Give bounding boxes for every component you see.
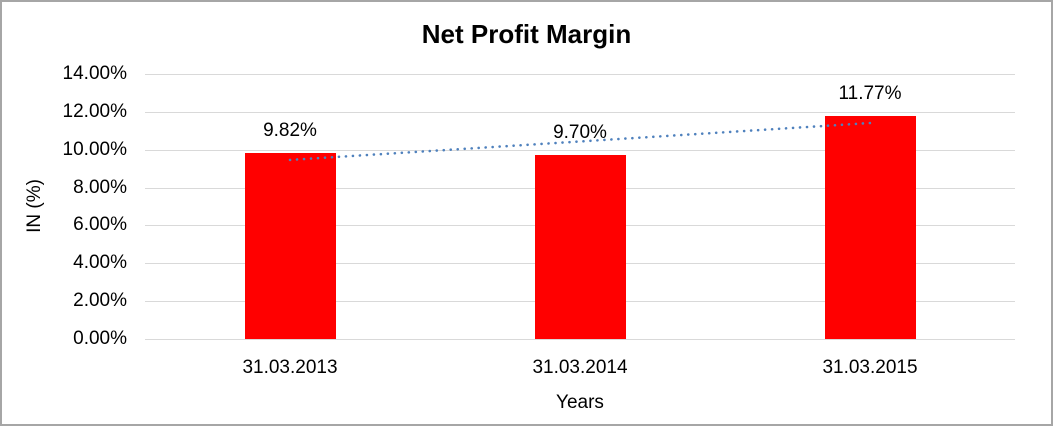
x-tick-label: 31.03.2013 xyxy=(242,357,338,378)
y-tick-label: 14.00% xyxy=(62,63,127,84)
gridline xyxy=(145,112,1015,113)
y-tick-label: 4.00% xyxy=(73,252,127,273)
y-tick-label: 6.00% xyxy=(73,214,127,235)
y-tick-label: 8.00% xyxy=(73,177,127,198)
bar-data-label: 9.82% xyxy=(263,120,317,141)
y-tick-label: 2.00% xyxy=(73,290,127,311)
y-tick-label: 0.00% xyxy=(73,328,127,349)
gridline xyxy=(145,339,1015,340)
bar xyxy=(245,153,336,339)
x-tick-label: 31.03.2014 xyxy=(532,357,628,378)
x-tick-label: 31.03.2015 xyxy=(822,357,918,378)
bar xyxy=(825,116,916,339)
y-tick-label: 12.00% xyxy=(62,101,127,122)
chart-title: Net Profit Margin xyxy=(421,19,632,49)
gridline xyxy=(145,74,1015,75)
y-tick-label: 10.00% xyxy=(62,139,127,160)
bar xyxy=(535,155,626,339)
bar-data-label: 11.77% xyxy=(838,83,902,104)
bar-data-label: 9.70% xyxy=(553,122,607,143)
x-axis-title: Years xyxy=(556,392,604,413)
